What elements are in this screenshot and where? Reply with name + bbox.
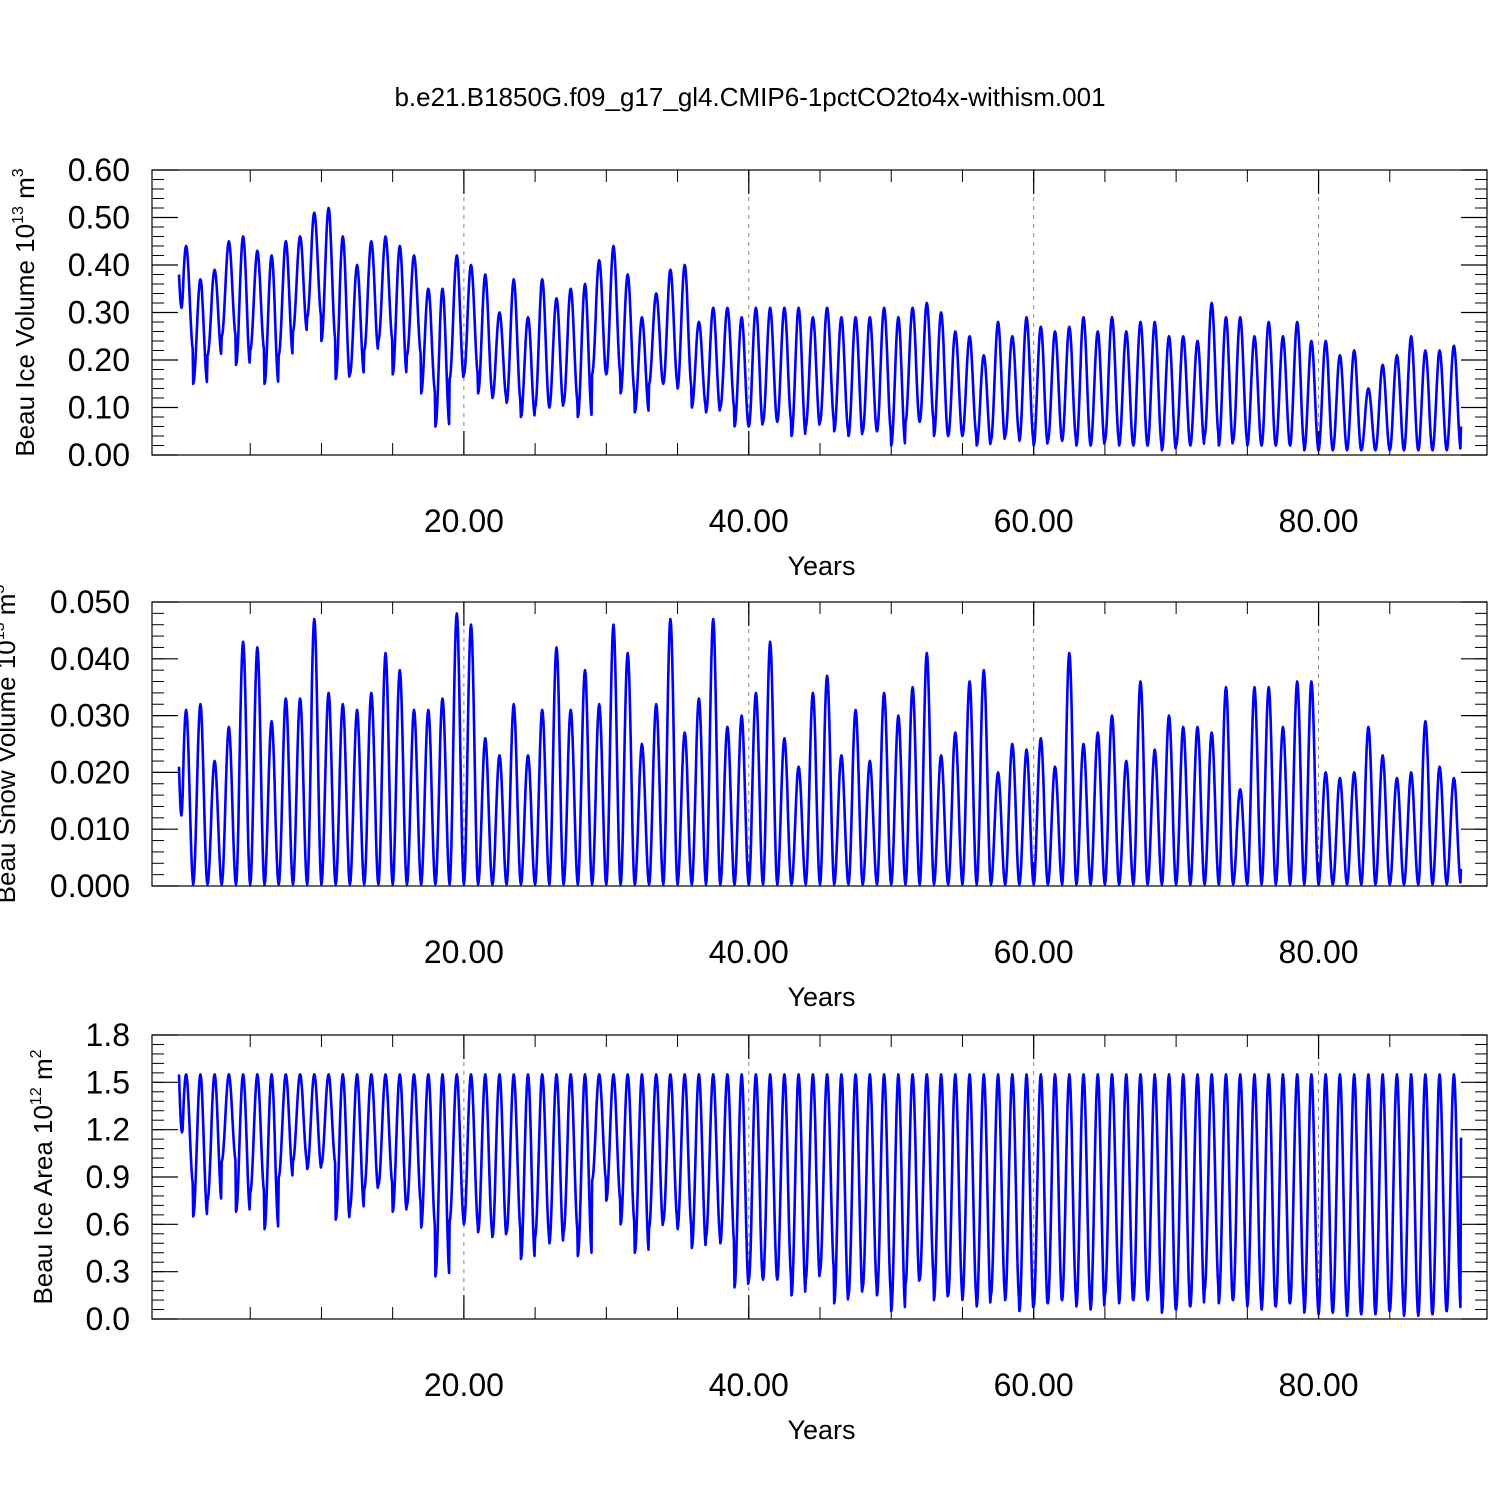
- snow-volume-panel: 0.000 0.010 0.020 0.030 0.040 0.050 20.00 40.00…: [0, 584, 1488, 1012]
- ice-volume-x-tick-label: 80.00: [1279, 503, 1359, 539]
- ice-volume-y-axis-label: Beau Ice Volume 1013 m3: [10, 168, 40, 456]
- ice-area-y-tick-label: 0.9: [86, 1159, 130, 1195]
- ice-area-y-tick-label: 0.6: [86, 1206, 130, 1242]
- ice-area-y-tick-label: 1.5: [86, 1064, 130, 1100]
- ice-volume-x-tick-label: 20.00: [424, 503, 504, 539]
- ice-area-x-tick-label: 60.00: [994, 1367, 1074, 1403]
- ice-area-series-line: [177, 1073, 1463, 1318]
- ice-volume-y-tick-label: 0.10: [68, 390, 130, 426]
- snow-volume-y-tick-label: 0.050: [50, 584, 130, 620]
- snow-volume-y-tick-label: 0.040: [50, 641, 130, 677]
- snow-volume-x-tick-label: 40.00: [709, 934, 789, 970]
- ice-volume-x-tick-label: 60.00: [994, 503, 1074, 539]
- ice-volume-x-tick-label: 40.00: [709, 503, 789, 539]
- ice-volume-y-tick-label: 0.50: [68, 200, 130, 236]
- ice-volume-y-tick-label: 0.40: [68, 247, 130, 283]
- panels: 0.00 0.10 0.20 0.30 0.40 0.50 0.60 20.00 40.00 60…: [0, 152, 1488, 1445]
- snow-volume-y-tick-label: 0.010: [50, 811, 130, 847]
- snow-volume-y-axis-label: Beau Snow Volume 1013 m3: [0, 585, 21, 904]
- ice-area-x-tick-label: 80.00: [1279, 1367, 1359, 1403]
- ice-volume-x-axis-label: Years: [787, 551, 855, 581]
- ice-area-x-tick-label: 40.00: [709, 1367, 789, 1403]
- snow-volume-x-tick-label: 60.00: [994, 934, 1074, 970]
- ice-area-y-tick-label: 0.0: [86, 1301, 130, 1337]
- ice-volume-series-line: [177, 206, 1463, 452]
- ice-area-y-tick-label: 1.8: [86, 1017, 130, 1053]
- ice-volume-y-tick-label: 0.60: [68, 152, 130, 188]
- ice-volume-y-tick-label: 0.20: [68, 342, 130, 378]
- snow-volume-series-line: [177, 612, 1463, 886]
- snow-volume-y-tick-label: 0.030: [50, 698, 130, 734]
- ice-volume-y-tick-label: 0.00: [68, 437, 130, 473]
- ice-area-panel: 0.0 0.3 0.6 0.9 1.2 1.5 1.8 20.00 40.00 60.00 80.0…: [28, 1017, 1488, 1445]
- figure-title: b.e21.B1850G.f09_g17_gl4.CMIP6-1pctCO2to…: [394, 82, 1105, 112]
- ice-area-x-tick-label: 20.00: [424, 1367, 504, 1403]
- snow-volume-x-tick-label: 80.00: [1279, 934, 1359, 970]
- snow-volume-x-axis-label: Years: [787, 982, 855, 1012]
- snow-volume-x-tick-label: 20.00: [424, 934, 504, 970]
- ice-area-y-axis-label: Beau Ice Area 1012 m2: [28, 1049, 58, 1304]
- ice-area-y-tick-label: 1.2: [86, 1112, 130, 1148]
- snow-volume-y-tick-label: 0.000: [50, 868, 130, 904]
- ice-volume-y-tick-label: 0.30: [68, 295, 130, 331]
- ice-area-y-tick-label: 0.3: [86, 1254, 130, 1290]
- ice-volume-panel: 0.00 0.10 0.20 0.30 0.40 0.50 0.60 20.00 40.00 60…: [10, 152, 1488, 581]
- snow-volume-y-tick-label: 0.020: [50, 754, 130, 790]
- ice-area-x-axis-label: Years: [787, 1415, 855, 1445]
